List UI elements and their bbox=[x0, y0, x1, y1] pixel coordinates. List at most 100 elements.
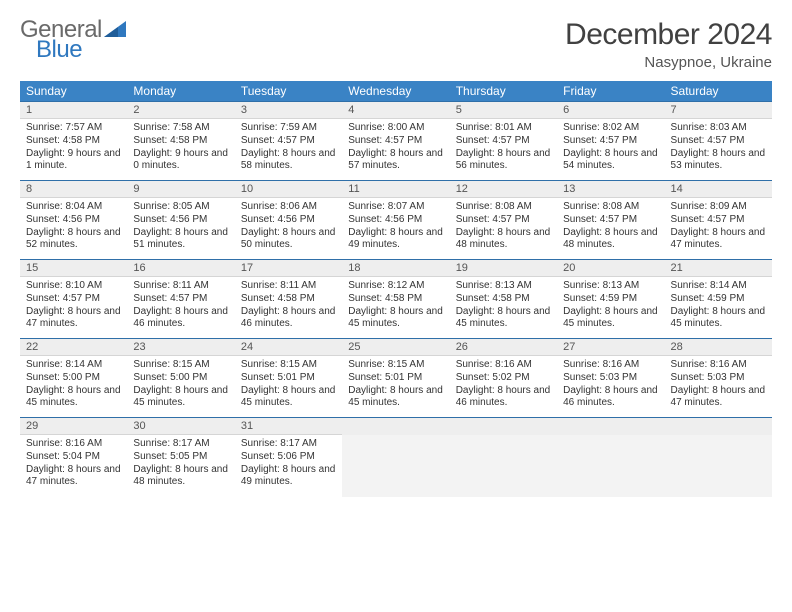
date-cell: Sunrise: 8:09 AMSunset: 4:57 PMDaylight:… bbox=[665, 198, 772, 260]
date-number-row: 293031 bbox=[20, 418, 772, 435]
daylight-text: Daylight: 8 hours and 53 minutes. bbox=[671, 148, 766, 174]
date-number-empty bbox=[557, 418, 664, 435]
date-cell: Sunrise: 8:13 AMSunset: 4:58 PMDaylight:… bbox=[450, 277, 557, 339]
daylight-text: Daylight: 8 hours and 49 minutes. bbox=[241, 464, 336, 490]
sunrise-text: Sunrise: 8:15 AM bbox=[133, 359, 228, 372]
daylight-text: Daylight: 8 hours and 46 minutes. bbox=[456, 385, 551, 411]
date-number: 18 bbox=[342, 260, 449, 277]
date-cell: Sunrise: 8:15 AMSunset: 5:01 PMDaylight:… bbox=[342, 356, 449, 418]
header: General Blue December 2024 Nasypnoe, Ukr… bbox=[20, 18, 772, 71]
sunset-text: Sunset: 5:06 PM bbox=[241, 451, 336, 464]
date-cell: Sunrise: 8:02 AMSunset: 4:57 PMDaylight:… bbox=[557, 119, 664, 181]
date-number: 27 bbox=[557, 339, 664, 356]
sunrise-text: Sunrise: 8:17 AM bbox=[133, 438, 228, 451]
sunset-text: Sunset: 4:57 PM bbox=[456, 135, 551, 148]
date-cell: Sunrise: 8:13 AMSunset: 4:59 PMDaylight:… bbox=[557, 277, 664, 339]
date-cell: Sunrise: 8:00 AMSunset: 4:57 PMDaylight:… bbox=[342, 119, 449, 181]
date-cell: Sunrise: 8:08 AMSunset: 4:57 PMDaylight:… bbox=[450, 198, 557, 260]
daylight-text: Daylight: 8 hours and 45 minutes. bbox=[133, 385, 228, 411]
date-cell: Sunrise: 8:16 AMSunset: 5:03 PMDaylight:… bbox=[557, 356, 664, 418]
date-number: 28 bbox=[665, 339, 772, 356]
sunrise-text: Sunrise: 8:08 AM bbox=[563, 201, 658, 214]
date-cell: Sunrise: 7:59 AMSunset: 4:57 PMDaylight:… bbox=[235, 119, 342, 181]
date-number: 6 bbox=[557, 102, 664, 119]
date-number: 19 bbox=[450, 260, 557, 277]
sunrise-text: Sunrise: 8:11 AM bbox=[241, 280, 336, 293]
daylight-text: Daylight: 8 hours and 45 minutes. bbox=[348, 306, 443, 332]
sunrise-text: Sunrise: 8:12 AM bbox=[348, 280, 443, 293]
date-cell: Sunrise: 8:17 AMSunset: 5:06 PMDaylight:… bbox=[235, 435, 342, 497]
sunrise-text: Sunrise: 8:14 AM bbox=[671, 280, 766, 293]
sunset-text: Sunset: 4:57 PM bbox=[26, 293, 121, 306]
date-number: 4 bbox=[342, 102, 449, 119]
daylight-text: Daylight: 8 hours and 46 minutes. bbox=[241, 306, 336, 332]
date-number: 2 bbox=[127, 102, 234, 119]
sunset-text: Sunset: 4:56 PM bbox=[241, 214, 336, 227]
day-header: Sunday bbox=[20, 81, 127, 102]
sunset-text: Sunset: 4:56 PM bbox=[26, 214, 121, 227]
date-cell: Sunrise: 8:03 AMSunset: 4:57 PMDaylight:… bbox=[665, 119, 772, 181]
sunrise-text: Sunrise: 8:17 AM bbox=[241, 438, 336, 451]
daylight-text: Daylight: 8 hours and 45 minutes. bbox=[456, 306, 551, 332]
day-header: Saturday bbox=[665, 81, 772, 102]
date-number: 7 bbox=[665, 102, 772, 119]
sunset-text: Sunset: 5:00 PM bbox=[26, 372, 121, 385]
sunrise-text: Sunrise: 8:06 AM bbox=[241, 201, 336, 214]
date-cell-empty bbox=[557, 435, 664, 497]
sunset-text: Sunset: 4:56 PM bbox=[133, 214, 228, 227]
date-cell: Sunrise: 8:11 AMSunset: 4:58 PMDaylight:… bbox=[235, 277, 342, 339]
date-number: 17 bbox=[235, 260, 342, 277]
date-number-row: 891011121314 bbox=[20, 181, 772, 198]
date-body-row: Sunrise: 8:14 AMSunset: 5:00 PMDaylight:… bbox=[20, 356, 772, 418]
sunset-text: Sunset: 4:57 PM bbox=[671, 135, 766, 148]
sunrise-text: Sunrise: 7:59 AM bbox=[241, 122, 336, 135]
date-body-row: Sunrise: 8:10 AMSunset: 4:57 PMDaylight:… bbox=[20, 277, 772, 339]
date-number: 9 bbox=[127, 181, 234, 198]
date-number: 20 bbox=[557, 260, 664, 277]
sunset-text: Sunset: 4:59 PM bbox=[671, 293, 766, 306]
date-number: 1 bbox=[20, 102, 127, 119]
sunrise-text: Sunrise: 8:13 AM bbox=[563, 280, 658, 293]
date-body-row: Sunrise: 8:04 AMSunset: 4:56 PMDaylight:… bbox=[20, 198, 772, 260]
sunset-text: Sunset: 4:57 PM bbox=[563, 214, 658, 227]
page-title: December 2024 bbox=[565, 18, 772, 52]
sunrise-text: Sunrise: 8:16 AM bbox=[456, 359, 551, 372]
calendar-page: General Blue December 2024 Nasypnoe, Ukr… bbox=[0, 0, 792, 497]
date-number: 30 bbox=[127, 418, 234, 435]
date-cell: Sunrise: 7:58 AMSunset: 4:58 PMDaylight:… bbox=[127, 119, 234, 181]
daylight-text: Daylight: 8 hours and 56 minutes. bbox=[456, 148, 551, 174]
sunrise-text: Sunrise: 7:58 AM bbox=[133, 122, 228, 135]
daylight-text: Daylight: 8 hours and 57 minutes. bbox=[348, 148, 443, 174]
calendar-table: SundayMondayTuesdayWednesdayThursdayFrid… bbox=[20, 81, 772, 497]
daylight-text: Daylight: 8 hours and 48 minutes. bbox=[563, 227, 658, 253]
daylight-text: Daylight: 8 hours and 45 minutes. bbox=[671, 306, 766, 332]
sunset-text: Sunset: 5:04 PM bbox=[26, 451, 121, 464]
date-number: 10 bbox=[235, 181, 342, 198]
daylight-text: Daylight: 8 hours and 49 minutes. bbox=[348, 227, 443, 253]
date-cell-empty bbox=[450, 435, 557, 497]
sunrise-text: Sunrise: 8:16 AM bbox=[563, 359, 658, 372]
date-number-row: 1234567 bbox=[20, 102, 772, 119]
day-header-row: SundayMondayTuesdayWednesdayThursdayFrid… bbox=[20, 81, 772, 102]
date-number: 21 bbox=[665, 260, 772, 277]
date-cell: Sunrise: 8:06 AMSunset: 4:56 PMDaylight:… bbox=[235, 198, 342, 260]
sunset-text: Sunset: 4:56 PM bbox=[348, 214, 443, 227]
page-subtitle: Nasypnoe, Ukraine bbox=[565, 54, 772, 71]
sunset-text: Sunset: 4:58 PM bbox=[241, 293, 336, 306]
date-number: 8 bbox=[20, 181, 127, 198]
day-header: Wednesday bbox=[342, 81, 449, 102]
date-cell-empty bbox=[342, 435, 449, 497]
date-cell: Sunrise: 8:16 AMSunset: 5:02 PMDaylight:… bbox=[450, 356, 557, 418]
daylight-text: Daylight: 8 hours and 50 minutes. bbox=[241, 227, 336, 253]
date-cell: Sunrise: 7:57 AMSunset: 4:58 PMDaylight:… bbox=[20, 119, 127, 181]
date-number: 24 bbox=[235, 339, 342, 356]
daylight-text: Daylight: 8 hours and 45 minutes. bbox=[241, 385, 336, 411]
date-number: 23 bbox=[127, 339, 234, 356]
sunrise-text: Sunrise: 8:11 AM bbox=[133, 280, 228, 293]
daylight-text: Daylight: 8 hours and 47 minutes. bbox=[26, 306, 121, 332]
sunset-text: Sunset: 4:57 PM bbox=[563, 135, 658, 148]
daylight-text: Daylight: 8 hours and 52 minutes. bbox=[26, 227, 121, 253]
date-cell: Sunrise: 8:04 AMSunset: 4:56 PMDaylight:… bbox=[20, 198, 127, 260]
date-number: 16 bbox=[127, 260, 234, 277]
logo: General Blue bbox=[20, 18, 126, 62]
